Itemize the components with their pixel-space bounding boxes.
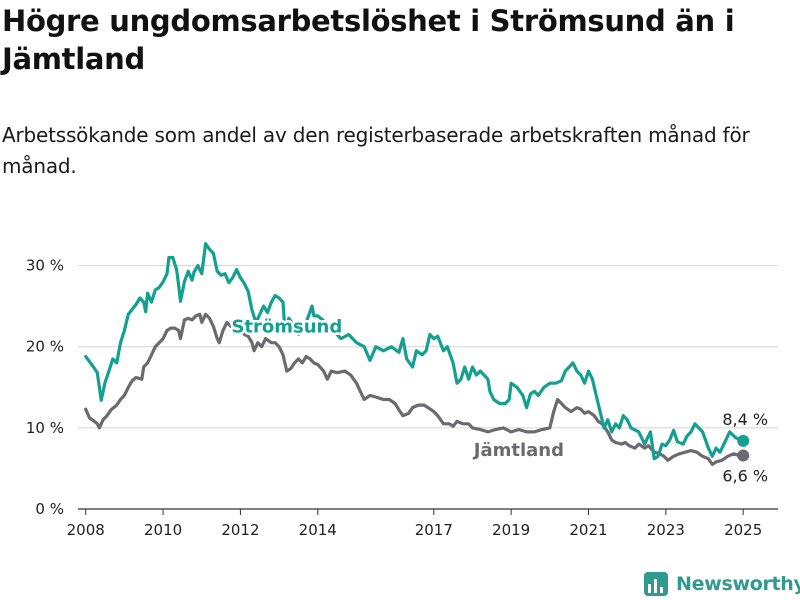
x-tick-label: 2023: [647, 521, 685, 539]
x-tick-label: 2021: [569, 521, 607, 539]
newsworthy-logo: Newsworthy: [644, 570, 800, 598]
chart-subtitle: Arbetssökande som andel av den registerb…: [2, 123, 750, 178]
brand-name: Newsworthy: [676, 573, 800, 595]
y-tick-label: 20 %: [26, 338, 64, 356]
x-tick-label: 2017: [415, 521, 453, 539]
series-line-1: [84, 312, 745, 466]
y-axis: 0 % 10 % 20 % 30 %: [26, 257, 64, 518]
x-tick-label: 2008: [67, 521, 105, 539]
series-label-0: Strömsund: [231, 317, 342, 338]
series-end-dot-1: [737, 449, 750, 462]
series-label-halo: Jämtland: [472, 440, 564, 461]
grid-lines: [78, 265, 778, 510]
y-tick-label: 0 %: [35, 500, 64, 518]
y-tick-label: 10 %: [26, 419, 64, 437]
x-tick-label: 2025: [724, 521, 762, 539]
series-line-0: [84, 242, 745, 461]
x-tick-label: 2010: [144, 521, 182, 539]
end-value-label-0: 8,4 %: [722, 410, 768, 429]
bar-chart-icon: [644, 572, 668, 596]
chart-title: Högre ungdomsarbetslöshet i Strömsund än…: [2, 4, 735, 76]
series-label-halo: Strömsund: [231, 317, 342, 338]
series-lines: [84, 242, 750, 466]
x-tick-label: 2012: [221, 521, 259, 539]
y-tick-label: 30 %: [26, 257, 64, 275]
x-tick-label: 2014: [299, 521, 337, 539]
x-axis: 2008 2010 2012 2014 2017 2019 2021 2023 2025: [67, 509, 762, 539]
x-tick-label: 2019: [492, 521, 530, 539]
series-end-dot-0: [737, 434, 750, 447]
end-value-label-1: 6,6 %: [722, 466, 768, 485]
series-label-1: Jämtland: [472, 440, 564, 461]
